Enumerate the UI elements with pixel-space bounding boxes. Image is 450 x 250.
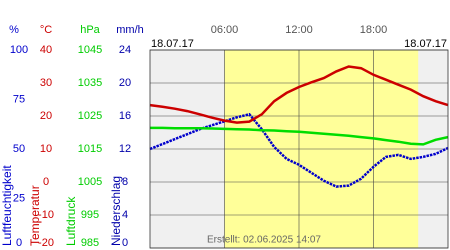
created-label: Erstellt: 02.06.2025 14:07 xyxy=(207,235,321,246)
axis-label: Temperatur xyxy=(28,185,42,246)
y-tick-label: 100 xyxy=(10,44,28,56)
axis-label: Luftfeuchtigkeit xyxy=(0,165,14,246)
y-tick-label: 10 xyxy=(40,143,52,155)
y-tick-label: 0 xyxy=(122,237,128,249)
y-tick-label: 24 xyxy=(119,44,131,56)
date-left: 18.07.17 xyxy=(151,38,194,50)
y-tick-label: 4 xyxy=(122,209,128,221)
y-tick-label: 0 xyxy=(43,176,49,188)
x-tick-label: 18:00 xyxy=(360,24,388,36)
y-tick-label: 20 xyxy=(40,110,52,122)
plot-border xyxy=(149,49,449,249)
axis-label: Luftdruck xyxy=(64,196,78,246)
y-tick-label: -20 xyxy=(38,237,54,249)
axis-unit: °C xyxy=(40,24,52,36)
y-tick-label: 30 xyxy=(40,77,52,89)
y-tick-label: 1015 xyxy=(78,143,102,155)
axis-label: Niederschlag xyxy=(109,176,123,246)
y-tick-label: 1035 xyxy=(78,77,102,89)
axis-unit: mm/h xyxy=(116,24,144,36)
y-tick-label: 50 xyxy=(13,143,25,155)
y-tick-label: 8 xyxy=(122,176,128,188)
data-line xyxy=(149,65,449,124)
x-tick-label: 12:00 xyxy=(285,24,313,36)
y-tick-label: 1045 xyxy=(78,44,102,56)
y-tick-label: -10 xyxy=(38,209,54,221)
y-tick-label: 0 xyxy=(16,237,22,249)
y-tick-label: 995 xyxy=(81,209,99,221)
axis-unit: % xyxy=(9,24,19,36)
y-tick-label: 985 xyxy=(81,237,99,249)
y-tick-label: 75 xyxy=(13,93,25,105)
date-right: 18.07.17 xyxy=(404,38,447,50)
y-tick-label: 12 xyxy=(119,143,131,155)
y-tick-label: 25 xyxy=(13,192,25,204)
data-line xyxy=(150,126,449,146)
y-tick-label: 20 xyxy=(119,77,131,89)
y-tick-label: 1005 xyxy=(78,176,102,188)
y-tick-label: 1025 xyxy=(78,110,102,122)
y-tick-label: 40 xyxy=(40,44,52,56)
y-tick-label: 16 xyxy=(119,110,131,122)
axis-unit: hPa xyxy=(80,24,100,36)
x-tick-label: 06:00 xyxy=(211,24,239,36)
